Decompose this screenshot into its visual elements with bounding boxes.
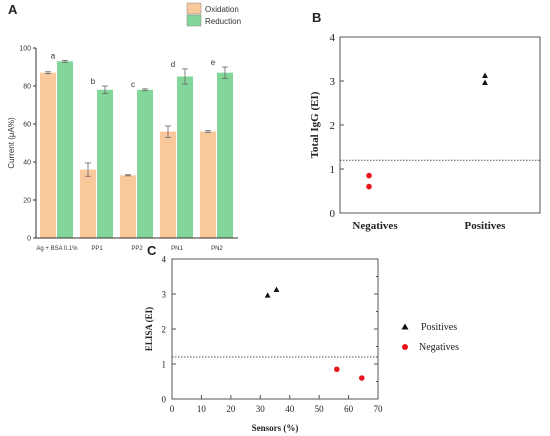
panel-a: A 0 20 40 60 80 100 a b c d e Ag + BSA 0.1% PP1 PP2…	[7, 2, 241, 252]
legend-marker-positives	[401, 323, 409, 330]
legend-marker-negatives	[402, 344, 408, 350]
bar-oxidation	[40, 72, 56, 238]
panel-b-y-tick-label: 4	[330, 32, 336, 44]
panel-c-x-tick-label: 0	[170, 404, 175, 414]
panel-c-y-tick-label: 0	[162, 395, 167, 405]
panel-b-x-tick-label: Negatives	[352, 220, 398, 232]
panel-a-x-tick-label: PP1	[91, 246, 103, 252]
legend-label-reduction: Reduction	[205, 17, 241, 26]
data-point-positive	[482, 72, 488, 78]
bar-reduction	[177, 76, 193, 238]
data-point-positive	[264, 292, 271, 298]
panel-a-legend: Oxidation Reduction	[186, 2, 241, 27]
panel-c-x-tick-label: 10	[197, 404, 207, 414]
panel-c-x-tick-label: 20	[226, 404, 236, 414]
panel-c-frame	[171, 258, 379, 400]
bar-oxidation	[80, 169, 96, 238]
legend-swatch-oxidation	[186, 2, 202, 15]
bar-oxidation	[160, 131, 176, 238]
legend-swatch-reduction	[186, 14, 202, 27]
panel-c-x-tick-label: 40	[285, 404, 295, 414]
panel-c-legend: Positives Negatives	[401, 322, 459, 353]
panel-c-x-tick-label: 50	[315, 404, 325, 414]
panel-a-x-tick-label: PN2	[211, 246, 223, 252]
legend-label-negatives: Negatives	[419, 342, 459, 353]
panel-c-x-tick-label: 70	[374, 404, 384, 414]
data-point-positive	[273, 286, 280, 293]
panel-b-y-axis-label: Total IgG (EI)	[309, 91, 321, 158]
bar-reduction	[97, 89, 113, 238]
panel-c-x-axis-label: Sensors (%)	[252, 423, 299, 433]
panel-a-y-tick-label: 20	[23, 198, 31, 205]
panel-a-y-tick-label: 40	[23, 160, 31, 167]
panel-c-letter: C	[147, 243, 157, 258]
panel-a-x-tick-label: PN1	[171, 246, 183, 252]
panel-b: B 0 1 2 3 4 Negatives Positives Total IgG (EI…	[309, 10, 541, 232]
panel-a-x-tick-label: Ag + BSA 0.1%	[36, 246, 78, 252]
data-point-negative	[334, 366, 340, 373]
panel-c-x-tick-label: 60	[344, 404, 354, 414]
panel-a-y-tick-label: 80	[23, 84, 31, 91]
data-point-negative	[359, 375, 365, 381]
panel-c: C 0 1 2 3 4 0 10 20 30 40 50 60 70 ELISA (EI) Senso…	[144, 243, 459, 433]
panel-c-y-tick-label: 4	[162, 255, 167, 265]
significance-letter: c	[131, 80, 135, 89]
panel-a-letter: A	[8, 2, 18, 17]
data-point-positive	[482, 79, 488, 85]
panel-a-x-tick-label: PP2	[131, 246, 143, 252]
bar-reduction	[57, 61, 73, 238]
panel-a-y-tick-label: 0	[27, 236, 31, 243]
bar-oxidation	[200, 131, 216, 238]
significance-letter: b	[91, 77, 96, 86]
panel-b-y-tick-label: 3	[330, 76, 336, 88]
significance-letter: e	[211, 58, 216, 67]
panel-c-y-tick-label: 3	[162, 290, 167, 300]
panel-c-y-axis-label: ELISA (EI)	[144, 307, 154, 351]
bar-oxidation	[120, 175, 136, 238]
panel-b-y-tick-label: 0	[330, 208, 336, 220]
significance-letter: a	[51, 51, 56, 60]
panel-a-y-axis-label: Current (μA%)	[7, 117, 16, 169]
bar-reduction	[137, 89, 153, 238]
panel-a-y-tick-label: 100	[19, 46, 31, 53]
panel-b-x-tick-label: Positives	[465, 220, 507, 232]
legend-label-oxidation: Oxidation	[205, 5, 239, 14]
panel-c-y-tick-label: 2	[162, 325, 167, 335]
panel-a-y-tick-label: 60	[23, 122, 31, 129]
panel-b-y-tick-label: 2	[330, 120, 336, 132]
legend-label-positives: Positives	[421, 322, 457, 333]
panel-c-y-tick-label: 1	[162, 360, 167, 370]
panel-c-x-tick-label: 30	[256, 404, 266, 414]
data-point-negative	[366, 172, 372, 179]
data-point-negative	[366, 183, 372, 190]
panel-b-letter: B	[312, 10, 321, 25]
significance-letter: d	[171, 60, 175, 69]
panel-b-y-tick-label: 1	[330, 164, 336, 176]
bar-reduction	[217, 72, 233, 238]
